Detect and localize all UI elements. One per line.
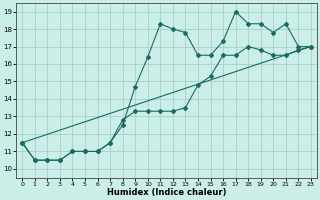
X-axis label: Humidex (Indice chaleur): Humidex (Indice chaleur) [107, 188, 226, 197]
